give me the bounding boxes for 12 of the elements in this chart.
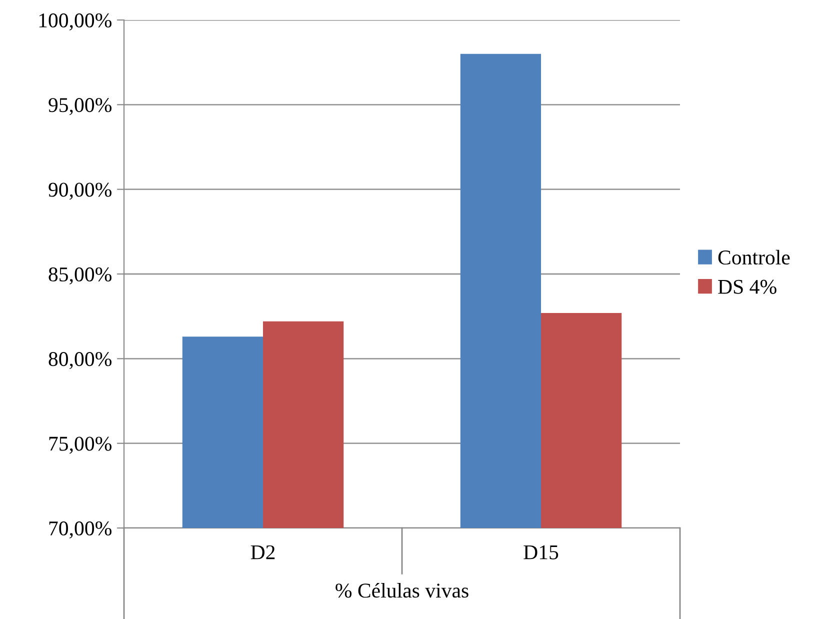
y-tick-label: 75,00%	[49, 436, 112, 454]
legend-label: DS 4%	[718, 280, 776, 294]
y-tick-label: 90,00%	[48, 182, 112, 200]
x-axis-title: % Células vivas	[336, 582, 468, 598]
x-tick-label: D15	[524, 545, 558, 560]
y-tick-label: 85,00%	[48, 267, 112, 284]
y-tick-label: 80,00%	[48, 352, 112, 370]
y-tick-label: 100,00%	[39, 13, 112, 30]
legend-label: Controle	[718, 250, 790, 265]
y-tick-label: 95,00%	[48, 98, 112, 116]
y-tick-label: 70,00%	[49, 521, 112, 538]
x-tick-label: D2	[250, 545, 275, 560]
